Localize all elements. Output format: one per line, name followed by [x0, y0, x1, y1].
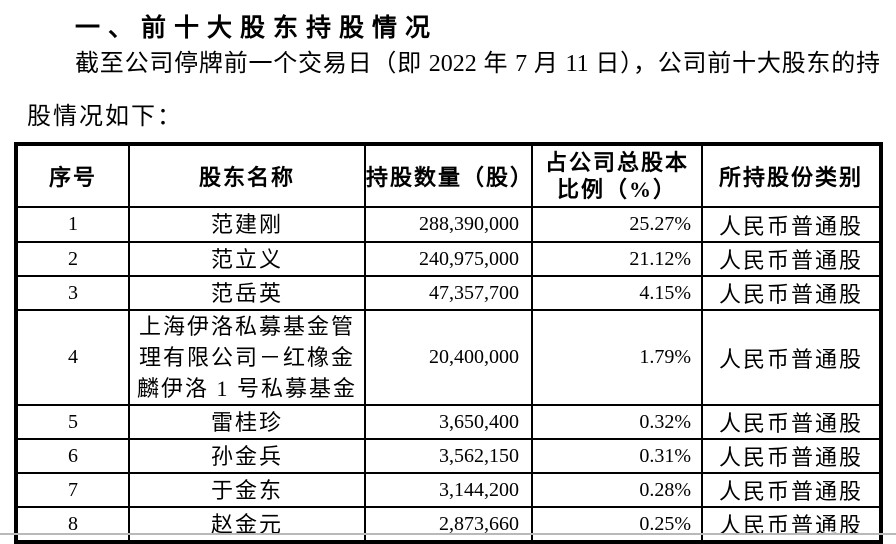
cell-shares: 3,650,400 — [364, 404, 533, 440]
cell-shareholder-name: 孙金兵 — [128, 438, 366, 474]
cell-ratio: 25.27% — [531, 206, 703, 243]
cell-index: 8 — [15, 506, 130, 543]
header-ratio-of-total: 占公司总股本 比例（%） — [531, 143, 703, 208]
cell-ratio: 0.25% — [531, 506, 703, 543]
cell-shares: 2,873,660 — [364, 506, 533, 543]
cell-shareholder-name: 范建刚 — [128, 206, 366, 243]
cell-shareholder-name: 范岳英 — [128, 275, 366, 311]
cell-ratio: 0.31% — [531, 438, 703, 474]
table-row: 4 上海伊洛私募基金管 理有限公司－红橡金 麟伊洛 1 号私募基金 20,400… — [15, 309, 882, 406]
cell-ratio: 0.32% — [531, 404, 703, 440]
cell-shares: 240,975,000 — [364, 241, 533, 277]
header-shares-held: 持股数量（股） — [364, 143, 533, 208]
table-row: 2 范立义 240,975,000 21.12% 人民币普通股 — [15, 241, 882, 277]
cell-ratio: 0.28% — [531, 472, 703, 508]
table-row: 6 孙金兵 3,562,150 0.31% 人民币普通股 — [15, 438, 882, 474]
intro-paragraph-line-2: 股情况如下： — [27, 104, 183, 130]
cell-index: 1 — [15, 206, 130, 243]
table-row: 3 范岳英 47,357,700 4.15% 人民币普通股 — [15, 275, 882, 311]
cell-shareholder-name: 上海伊洛私募基金管 理有限公司－红橡金 麟伊洛 1 号私募基金 — [128, 309, 366, 406]
cell-shareholder-name: 于金东 — [128, 472, 366, 508]
cell-shares: 288,390,000 — [364, 206, 533, 243]
cell-shareholder-name: 范立义 — [128, 241, 366, 277]
table-header-row: 序号 股东名称 持股数量（股） 占公司总股本 比例（%） 所持股份类别 — [15, 143, 882, 208]
cell-share-class: 人民币普通股 — [701, 472, 882, 508]
table-row: 1 范建刚 288,390,000 25.27% 人民币普通股 — [15, 206, 882, 243]
table-row: 7 于金东 3,144,200 0.28% 人民币普通股 — [15, 472, 882, 508]
cell-ratio: 21.12% — [531, 241, 703, 277]
cell-index: 5 — [15, 404, 130, 440]
intro-paragraph-line-1: 截至公司停牌前一个交易日（即 2022 年 7 月 11 日），公司前十大股东的… — [75, 51, 880, 77]
cell-index: 2 — [15, 241, 130, 277]
cell-ratio: 4.15% — [531, 275, 703, 311]
cell-share-class: 人民币普通股 — [701, 438, 882, 474]
cell-share-class: 人民币普通股 — [701, 404, 882, 440]
header-share-class: 所持股份类别 — [701, 143, 882, 208]
cell-index: 6 — [15, 438, 130, 474]
cell-index: 7 — [15, 472, 130, 508]
cell-shareholder-name: 赵金元 — [128, 506, 366, 543]
cell-shareholder-name: 雷桂珍 — [128, 404, 366, 440]
cell-share-class: 人民币普通股 — [701, 241, 882, 277]
table-row: 5 雷桂珍 3,650,400 0.32% 人民币普通股 — [15, 404, 882, 440]
cell-share-class: 人民币普通股 — [701, 309, 882, 406]
page-bottom-rule — [0, 533, 896, 535]
cell-share-class: 人民币普通股 — [701, 506, 882, 543]
header-shareholder-name: 股东名称 — [128, 143, 366, 208]
cell-index: 3 — [15, 275, 130, 311]
cell-ratio: 1.79% — [531, 309, 703, 406]
cell-shares: 20,400,000 — [364, 309, 533, 406]
header-index: 序号 — [15, 143, 130, 208]
page-title: 一、前十大股东持股情况 — [75, 15, 439, 42]
cell-index: 4 — [15, 309, 130, 406]
table-row: 8 赵金元 2,873,660 0.25% 人民币普通股 — [15, 506, 882, 543]
top-shareholders-table: 序号 股东名称 持股数量（股） 占公司总股本 比例（%） 所持股份类别 1 范建… — [14, 142, 883, 544]
cell-shares: 3,144,200 — [364, 472, 533, 508]
cell-shares: 47,357,700 — [364, 275, 533, 311]
cell-shares: 3,562,150 — [364, 438, 533, 474]
cell-share-class: 人民币普通股 — [701, 275, 882, 311]
cell-share-class: 人民币普通股 — [701, 206, 882, 243]
